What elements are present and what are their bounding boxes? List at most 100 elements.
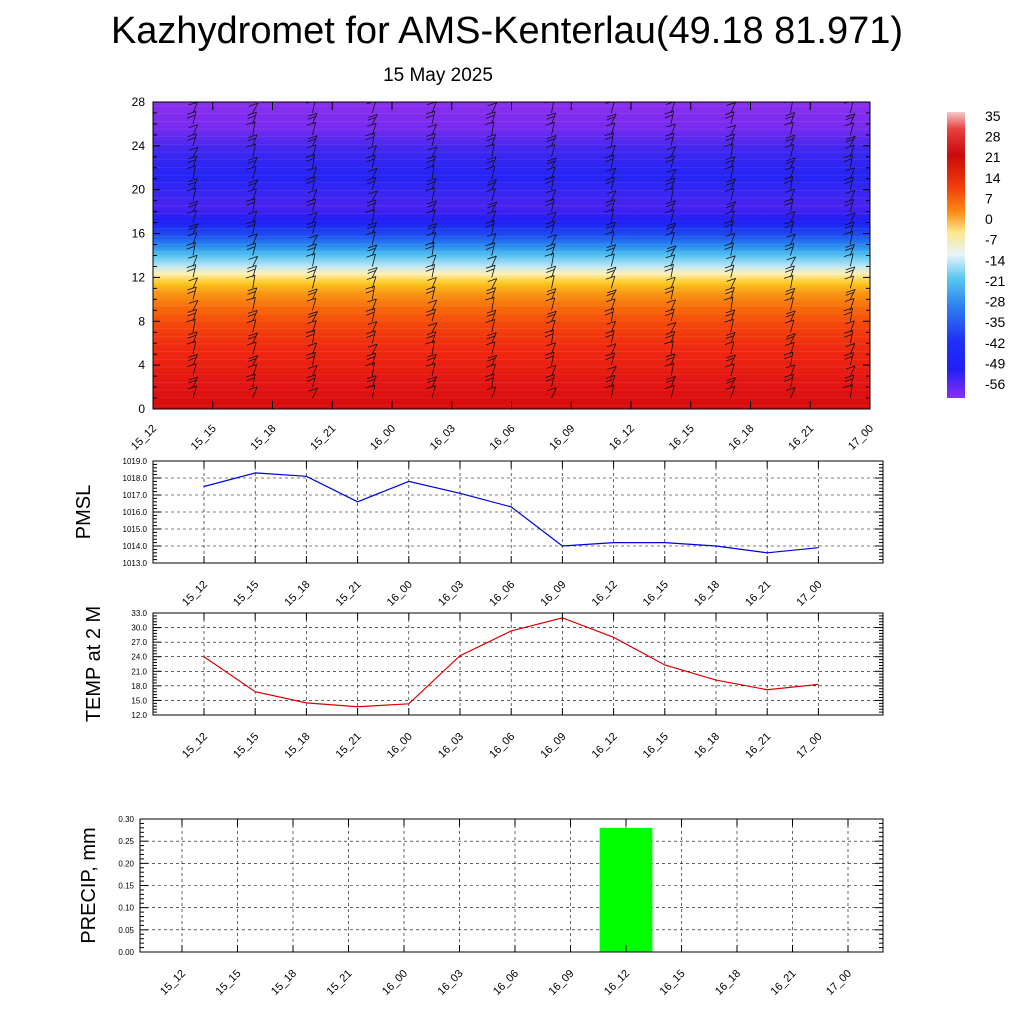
wind-barb — [666, 245, 677, 250]
wind-barb — [371, 375, 377, 388]
wind-barb — [371, 330, 376, 344]
wind-barb — [365, 231, 376, 236]
wind-barb — [186, 268, 196, 272]
wind-barb — [551, 211, 557, 223]
wind-barb — [306, 297, 317, 302]
wind-barb — [368, 267, 378, 271]
wind-barb — [666, 248, 675, 253]
wind-barb — [252, 103, 259, 114]
wind-barb — [790, 387, 796, 399]
wind-barb — [371, 102, 376, 114]
y-tick-label: 0.30 — [118, 815, 134, 824]
wind-barb — [252, 166, 257, 179]
wind-barb — [431, 299, 438, 311]
wind-barb — [192, 363, 197, 377]
wind-barb — [248, 358, 257, 362]
wind-barb — [730, 124, 737, 136]
wind-barb — [845, 167, 855, 172]
wind-barb — [786, 333, 796, 337]
x-tick-label: 15_12 — [180, 731, 210, 761]
wind-barb — [790, 256, 796, 267]
y-axis-label: TEMP at 2 M — [83, 606, 105, 722]
wind-barb — [724, 187, 735, 192]
plot-area — [153, 613, 883, 715]
wind-barb — [551, 144, 556, 157]
wind-barb — [790, 189, 795, 201]
wind-barb — [192, 102, 198, 114]
x-tick-label: 15_15 — [231, 731, 261, 761]
wind-barb — [551, 320, 556, 333]
wind-barb — [188, 254, 198, 259]
wind-barb — [785, 137, 794, 142]
wind-barb — [307, 365, 318, 369]
wind-barb — [666, 168, 677, 173]
wind-barb — [610, 289, 617, 300]
wind-barb — [307, 320, 317, 324]
wind-barb — [246, 242, 257, 247]
wind-barb — [551, 352, 555, 366]
wind-barb — [845, 116, 854, 121]
wind-barb — [247, 188, 257, 193]
wind-barb — [785, 336, 795, 340]
wind-barb — [845, 269, 854, 274]
wind-barb — [725, 133, 735, 138]
wind-barb — [426, 155, 436, 160]
wind-barb — [664, 286, 674, 290]
wind-barb — [845, 243, 855, 248]
wind-barb — [666, 379, 675, 383]
wind-barb — [849, 374, 855, 388]
wind-barb — [605, 333, 614, 338]
wind-barb — [307, 189, 318, 194]
wind-barb — [427, 226, 436, 230]
wind-barb — [605, 202, 614, 207]
wind-barb — [546, 166, 556, 171]
wind-barb — [605, 330, 615, 334]
wind-barb — [426, 181, 436, 186]
wind-barb — [365, 132, 375, 137]
wind-barb — [849, 145, 855, 157]
wind-barb — [307, 243, 317, 248]
wind-barb — [726, 277, 736, 282]
wind-barb — [670, 331, 676, 344]
wind-barb — [606, 221, 616, 226]
wind-barb — [246, 319, 256, 324]
wind-barb — [725, 137, 734, 142]
wind-barb — [610, 352, 616, 366]
y-tick-label: 0.20 — [118, 859, 134, 868]
y-tick-label: 0.10 — [118, 904, 134, 913]
wind-barb — [785, 188, 795, 193]
wind-barb — [252, 121, 256, 135]
wind-barb — [491, 210, 497, 223]
wind-barb — [849, 136, 856, 147]
wind-barb — [726, 377, 736, 381]
wind-barb — [192, 210, 197, 223]
wind-barb — [666, 299, 676, 304]
wind-barb — [252, 112, 257, 125]
x-tick-label: 15_15 — [189, 423, 219, 453]
wind-barb — [371, 321, 378, 333]
wind-barb — [425, 245, 434, 250]
wind-barb — [605, 378, 615, 383]
wind-barb — [431, 286, 436, 300]
wind-barb — [247, 134, 258, 139]
wind-barb — [725, 290, 734, 295]
wind-barb — [252, 310, 258, 322]
wind-barb — [486, 335, 496, 340]
wind-barb — [371, 308, 376, 322]
wind-barb — [192, 376, 199, 388]
wind-barb — [610, 199, 616, 212]
wind-barb — [849, 154, 854, 168]
wind-barb — [730, 111, 735, 125]
wind-barb — [371, 267, 378, 278]
wind-barb — [252, 242, 257, 256]
wind-barb — [670, 187, 674, 201]
wind-barb — [730, 178, 736, 190]
wind-barb — [665, 136, 674, 141]
wind-barb — [192, 133, 197, 146]
wind-barb — [187, 385, 197, 390]
wind-barb — [187, 309, 197, 313]
wind-barb — [367, 298, 377, 303]
wind-barb — [606, 292, 615, 297]
wind-barb — [725, 386, 735, 390]
wind-barb — [306, 180, 315, 185]
